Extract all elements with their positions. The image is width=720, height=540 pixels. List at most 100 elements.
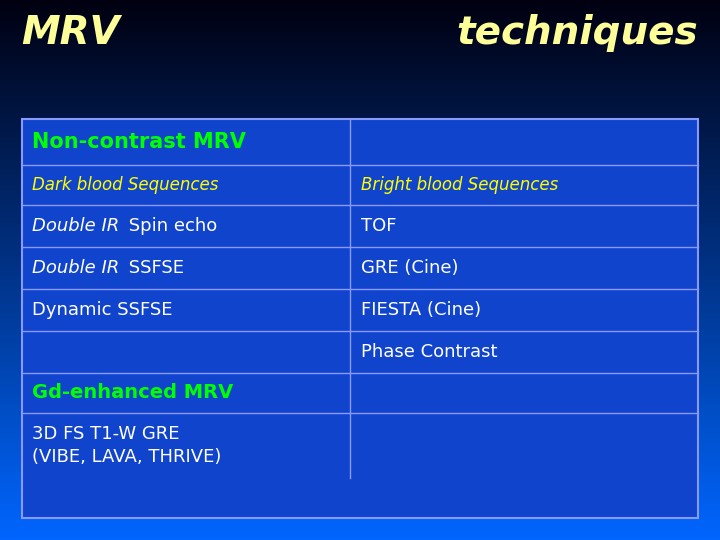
Bar	[0, 197, 720, 200]
Bar	[0, 418, 720, 421]
Bar	[0, 278, 720, 281]
Bar	[0, 219, 720, 221]
Bar	[0, 462, 720, 464]
Bar	[0, 227, 720, 229]
Bar	[0, 230, 720, 232]
Bar	[0, 5, 720, 8]
Bar	[0, 38, 720, 40]
Bar	[0, 432, 720, 435]
Text: TOF: TOF	[361, 217, 396, 235]
Bar	[0, 159, 720, 162]
Text: GRE (Cine): GRE (Cine)	[361, 259, 458, 276]
Bar	[0, 346, 720, 348]
Bar	[0, 370, 720, 373]
Bar	[0, 397, 720, 400]
Bar	[0, 116, 720, 119]
Text: Double IR: Double IR	[32, 259, 120, 276]
Bar	[0, 486, 720, 489]
Bar	[0, 181, 720, 184]
Bar	[0, 389, 720, 392]
Bar	[0, 408, 720, 410]
Bar	[0, 273, 720, 275]
Bar	[0, 146, 720, 148]
Bar	[0, 262, 720, 265]
Text: techniques: techniques	[456, 14, 698, 51]
Bar	[0, 464, 720, 467]
Bar	[0, 364, 720, 367]
Bar	[0, 22, 720, 24]
Bar	[0, 456, 720, 459]
Bar	[0, 76, 720, 78]
Bar	[0, 516, 720, 518]
Bar	[0, 173, 720, 176]
Bar	[0, 216, 720, 219]
Bar	[0, 270, 720, 273]
Bar	[0, 500, 720, 502]
Bar	[0, 362, 720, 364]
Bar	[0, 127, 720, 130]
Bar	[0, 402, 720, 405]
Bar	[0, 202, 720, 205]
Bar	[0, 513, 720, 516]
Bar	[0, 491, 720, 494]
Bar	[0, 224, 720, 227]
Bar	[0, 286, 720, 289]
Bar	[0, 294, 720, 297]
Text: Phase Contrast: Phase Contrast	[361, 342, 497, 361]
Bar	[0, 35, 720, 38]
Bar	[0, 232, 720, 235]
Bar	[0, 132, 720, 135]
Bar	[0, 19, 720, 22]
Bar	[0, 54, 720, 57]
Bar	[0, 467, 720, 470]
Bar	[0, 130, 720, 132]
Text: Dark blood Sequences: Dark blood Sequences	[32, 176, 219, 194]
Bar	[0, 300, 720, 302]
Bar	[0, 68, 720, 70]
Bar	[0, 8, 720, 11]
Bar	[0, 170, 720, 173]
Bar	[0, 454, 720, 456]
Bar	[0, 335, 720, 338]
Bar	[0, 189, 720, 192]
Bar	[0, 505, 720, 508]
Bar	[0, 348, 720, 351]
Bar	[0, 424, 720, 427]
Bar	[0, 243, 720, 246]
Bar	[0, 319, 720, 321]
Text: SSFSE: SSFSE	[123, 259, 184, 276]
Bar	[0, 381, 720, 383]
Bar	[0, 265, 720, 267]
Bar	[0, 119, 720, 122]
Bar	[0, 416, 720, 418]
Bar	[0, 508, 720, 510]
Bar	[0, 518, 720, 521]
Bar	[0, 429, 720, 432]
Bar	[0, 100, 720, 103]
Bar	[0, 157, 720, 159]
Bar	[0, 151, 720, 154]
Bar	[0, 148, 720, 151]
Bar	[0, 11, 720, 14]
Bar	[0, 208, 720, 211]
Bar	[0, 427, 720, 429]
Bar	[0, 421, 720, 424]
Bar	[0, 62, 720, 65]
Bar	[0, 40, 720, 43]
Bar	[0, 221, 720, 224]
Bar	[0, 305, 720, 308]
Bar	[0, 27, 720, 30]
Bar	[0, 275, 720, 278]
Text: MRV: MRV	[22, 14, 120, 51]
Bar	[0, 359, 720, 362]
Bar	[0, 103, 720, 105]
Bar	[0, 497, 720, 500]
Bar	[0, 94, 720, 97]
Bar	[0, 437, 720, 440]
Bar	[0, 70, 720, 73]
Bar	[0, 310, 720, 313]
Text: Dynamic SSFSE: Dynamic SSFSE	[32, 301, 173, 319]
Bar	[0, 176, 720, 178]
Bar	[0, 343, 720, 346]
Bar	[0, 386, 720, 389]
